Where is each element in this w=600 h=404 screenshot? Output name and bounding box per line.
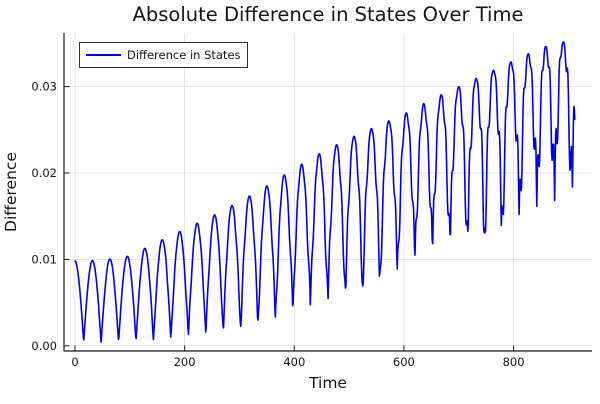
- axes-layer: [63, 33, 592, 352]
- y-tick-label: 0.02: [31, 166, 57, 180]
- tick-label-layer: 0 200 400 600 800 0.00 0.01 0.02 0.03: [31, 80, 524, 369]
- y-axis-title: Difference: [2, 152, 20, 232]
- legend: Difference in States: [79, 42, 248, 68]
- chart-title: Absolute Difference in States Over Time: [133, 3, 524, 26]
- tick-layer: [64, 86, 515, 351]
- series-line-difference: [74, 41, 576, 344]
- x-tick-label: 800: [503, 355, 525, 369]
- y-tick-label: 0.03: [31, 80, 57, 94]
- grid-layer: [64, 33, 592, 351]
- x-tick-label: 200: [174, 355, 196, 369]
- y-tick-label: 0.01: [31, 252, 57, 266]
- x-tick-label: 600: [393, 355, 415, 369]
- x-tick-label: 0: [71, 355, 78, 369]
- legend-label: Difference in States: [127, 48, 241, 62]
- series-layer: [74, 41, 576, 344]
- x-tick-label: 400: [283, 355, 305, 369]
- x-axis-title: Time: [308, 374, 347, 392]
- y-tick-label: 0.00: [31, 339, 57, 353]
- legend-frame: [79, 42, 248, 68]
